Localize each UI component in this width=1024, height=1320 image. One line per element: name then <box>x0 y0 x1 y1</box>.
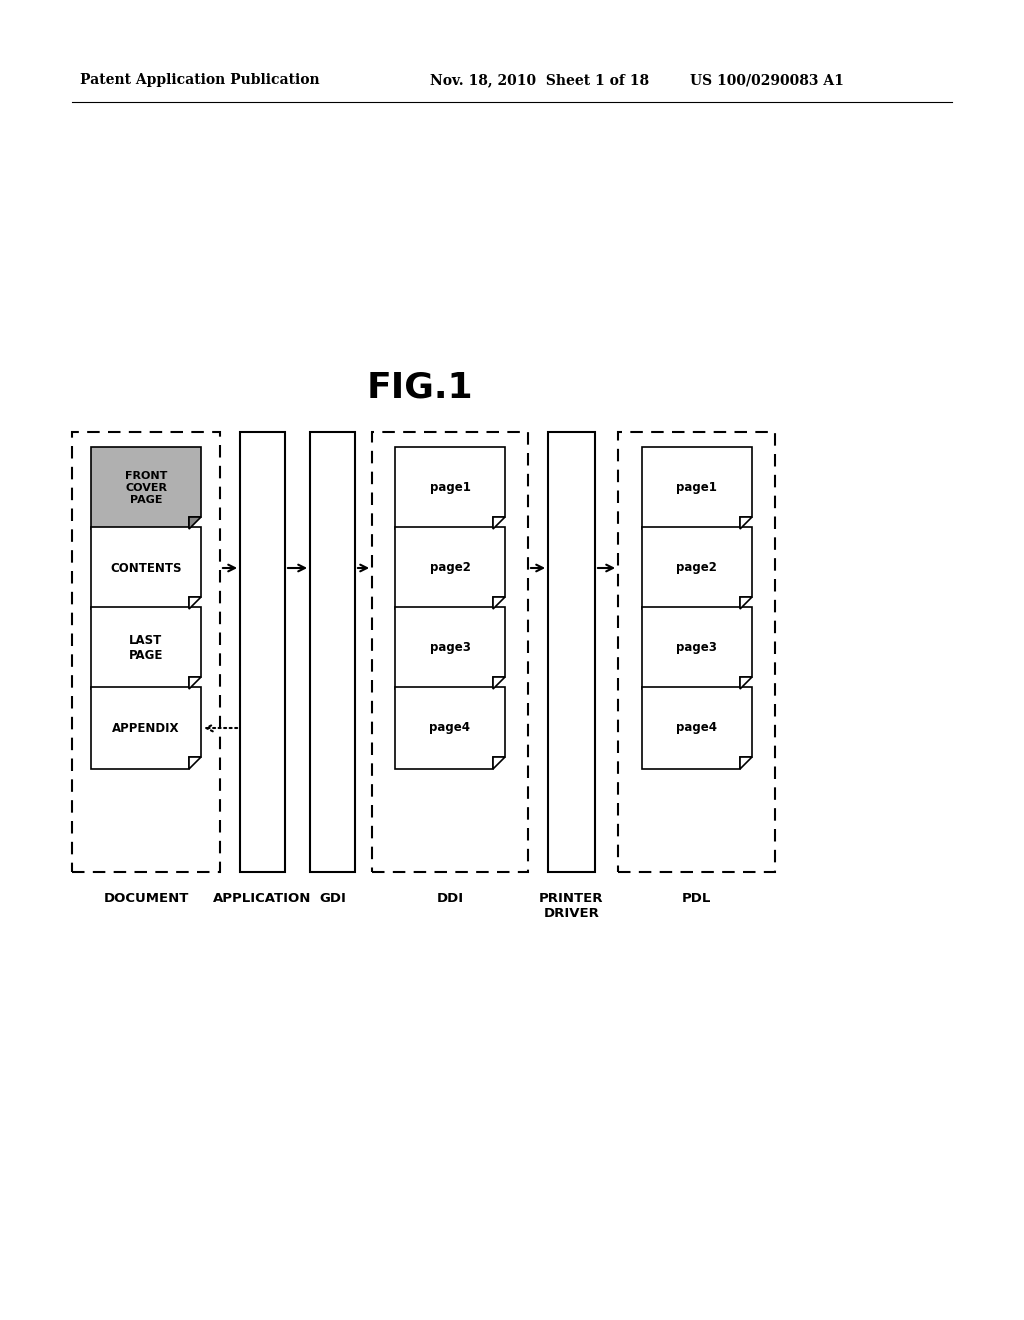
Text: PRINTER
DRIVER: PRINTER DRIVER <box>540 892 604 920</box>
Text: page4: page4 <box>429 722 470 734</box>
Polygon shape <box>189 517 201 529</box>
Polygon shape <box>189 756 201 770</box>
Text: page2: page2 <box>676 561 717 574</box>
Text: US 100/0290083 A1: US 100/0290083 A1 <box>690 73 844 87</box>
Text: page4: page4 <box>676 722 717 734</box>
Text: page3: page3 <box>429 642 470 655</box>
Polygon shape <box>641 527 752 609</box>
Bar <box>372 432 528 873</box>
Text: CONTENTS: CONTENTS <box>111 561 181 574</box>
Text: GDI: GDI <box>319 892 346 906</box>
Polygon shape <box>641 686 752 770</box>
Text: Patent Application Publication: Patent Application Publication <box>80 73 319 87</box>
Text: page3: page3 <box>676 642 717 655</box>
Bar <box>72 432 220 873</box>
Text: LAST
PAGE: LAST PAGE <box>129 634 163 663</box>
Text: FIG.1: FIG.1 <box>367 371 473 405</box>
Text: DOCUMENT: DOCUMENT <box>103 892 188 906</box>
Polygon shape <box>91 447 201 529</box>
Polygon shape <box>91 607 201 689</box>
Text: Nov. 18, 2010  Sheet 1 of 18: Nov. 18, 2010 Sheet 1 of 18 <box>430 73 649 87</box>
Polygon shape <box>189 597 201 609</box>
Polygon shape <box>739 597 752 609</box>
Bar <box>618 432 775 873</box>
Polygon shape <box>641 607 752 689</box>
Polygon shape <box>739 677 752 689</box>
Text: DDI: DDI <box>436 892 464 906</box>
Polygon shape <box>493 756 505 770</box>
Polygon shape <box>91 527 201 609</box>
Polygon shape <box>493 677 505 689</box>
Text: APPENDIX: APPENDIX <box>113 722 180 734</box>
Text: page1: page1 <box>676 482 717 495</box>
Text: APPLICATION: APPLICATION <box>213 892 311 906</box>
Polygon shape <box>395 607 505 689</box>
Text: page2: page2 <box>429 561 470 574</box>
Polygon shape <box>493 597 505 609</box>
Polygon shape <box>739 756 752 770</box>
Bar <box>310 432 355 873</box>
Polygon shape <box>395 527 505 609</box>
Polygon shape <box>641 447 752 529</box>
Bar <box>548 432 595 873</box>
Text: PDL: PDL <box>682 892 712 906</box>
Polygon shape <box>739 517 752 529</box>
Polygon shape <box>91 686 201 770</box>
Bar <box>240 432 285 873</box>
Polygon shape <box>395 447 505 529</box>
Text: FRONT
COVER
PAGE: FRONT COVER PAGE <box>125 471 167 504</box>
Polygon shape <box>493 517 505 529</box>
Polygon shape <box>395 686 505 770</box>
Text: page1: page1 <box>429 482 470 495</box>
Polygon shape <box>189 677 201 689</box>
